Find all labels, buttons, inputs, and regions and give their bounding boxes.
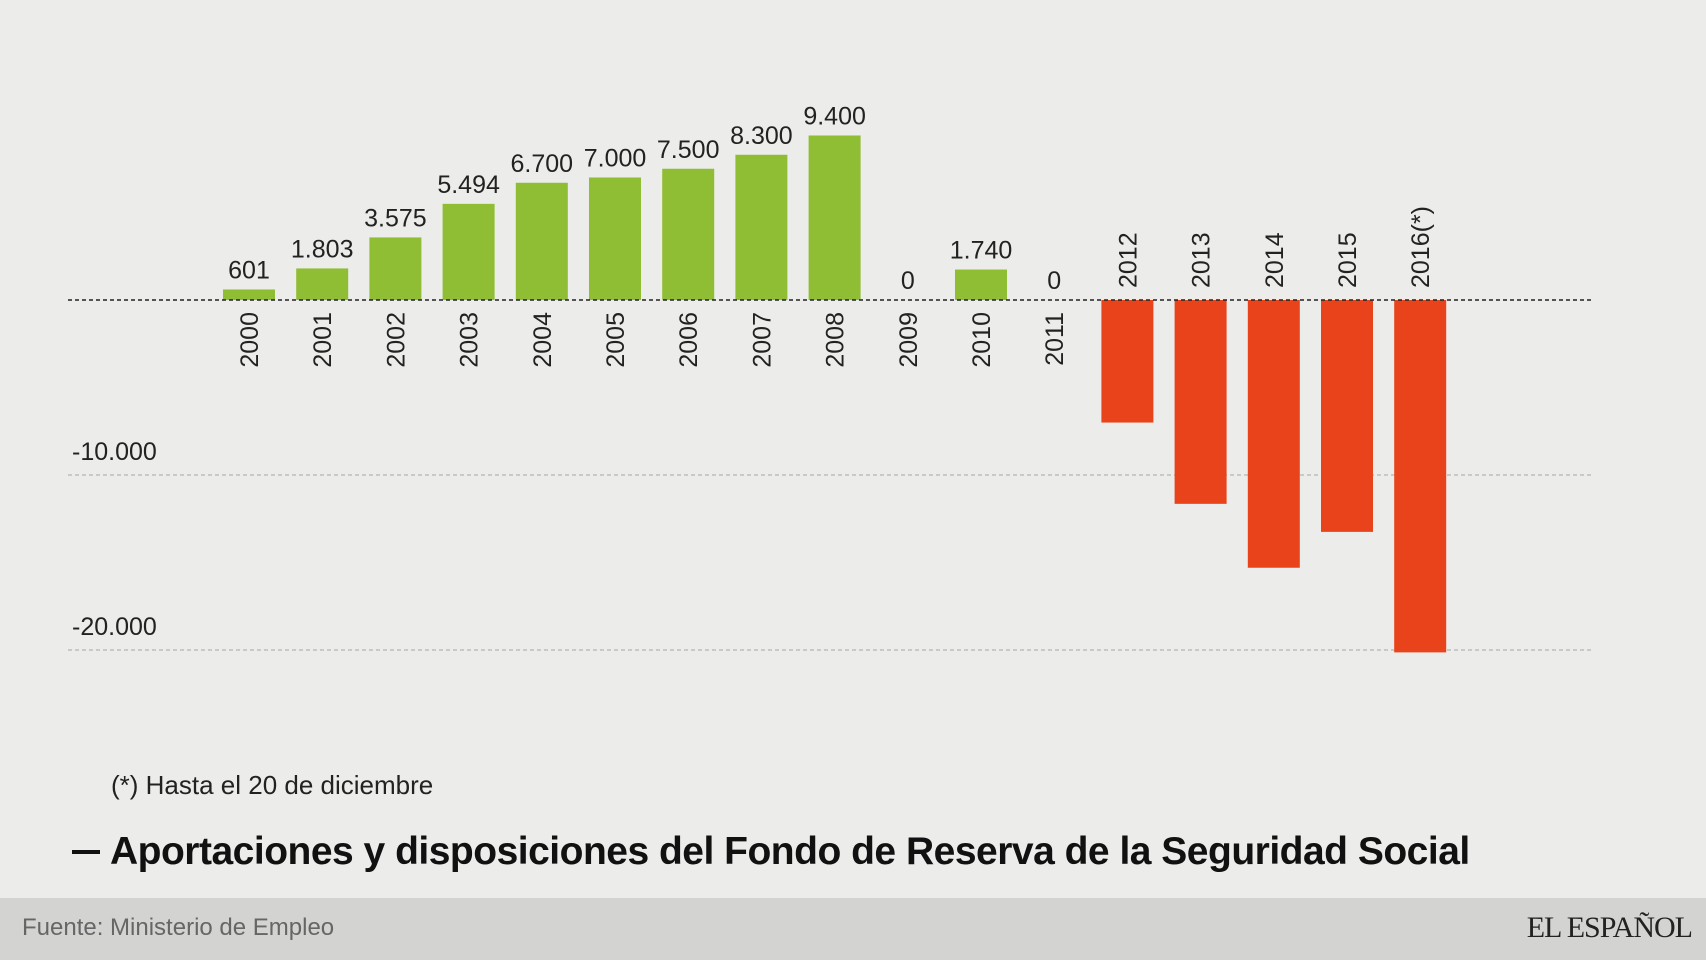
bar (369, 237, 422, 300)
category-label: 2007 (748, 312, 776, 368)
bar (296, 268, 349, 300)
title-dash (72, 850, 100, 854)
bar (735, 154, 788, 300)
data-label: 1.740 (950, 237, 1013, 265)
source-text: Fuente: Ministerio de Empleo (22, 914, 335, 941)
category-label: 2000 (236, 312, 264, 368)
data-label: 9.400 (803, 103, 866, 131)
bar (1101, 300, 1154, 423)
data-label: 7.000 (584, 145, 647, 173)
chart-title-row: Aportaciones y disposiciones del Fondo d… (72, 826, 1470, 878)
bar (515, 182, 568, 300)
data-label: 6.700 (511, 150, 574, 178)
data-label: 5.494 (437, 171, 500, 199)
y-tick-label: -10.000 (72, 438, 157, 466)
data-label: 0 (1047, 267, 1061, 295)
data-label: 1.803 (291, 235, 354, 263)
category-label: 2015 (1334, 232, 1362, 288)
data-label: 0 (901, 267, 915, 295)
category-label: 2006 (675, 312, 703, 368)
category-label: 2012 (1114, 232, 1142, 288)
data-label: 7.500 (657, 136, 720, 164)
category-label: 2002 (382, 312, 410, 368)
bar (442, 203, 495, 300)
category-label: 2008 (822, 312, 850, 368)
bar (808, 135, 861, 300)
footnote: (*) Hasta el 20 de diciembre (111, 770, 434, 800)
bar (1321, 300, 1373, 532)
bar (589, 177, 641, 300)
category-label: 2011 (1041, 312, 1069, 366)
bar (1247, 300, 1300, 568)
data-label: 601 (228, 256, 270, 284)
category-label: 2005 (602, 312, 630, 368)
bar (223, 289, 275, 300)
data-label: 8.300 (730, 122, 793, 150)
category-label: 2001 (309, 312, 337, 368)
category-label: 2003 (456, 312, 484, 368)
y-tick-label: -20.000 (72, 613, 157, 641)
brand-logo: EL ESPAÑOL (1526, 911, 1693, 944)
bar (955, 269, 1007, 300)
data-label: 3.575 (364, 204, 427, 232)
bar-chart: -10.000 -20.000 601 2000 1.803 2001 3.575 2002 5… (68, 103, 1592, 653)
category-label: 2009 (895, 312, 923, 368)
bar (1394, 300, 1447, 653)
category-label: 2013 (1188, 232, 1216, 288)
chart-title: Aportaciones y disposiciones del Fondo d… (110, 830, 1470, 873)
category-label: 2016(*) (1407, 206, 1435, 288)
category-label: 2010 (968, 312, 996, 368)
bar (1174, 300, 1227, 504)
bar (662, 168, 715, 300)
footer-bar: Fuente: Ministerio de Empleo EL ESPAÑOL (0, 898, 1706, 960)
category-label: 2004 (529, 312, 557, 368)
category-label: 2014 (1261, 232, 1289, 288)
